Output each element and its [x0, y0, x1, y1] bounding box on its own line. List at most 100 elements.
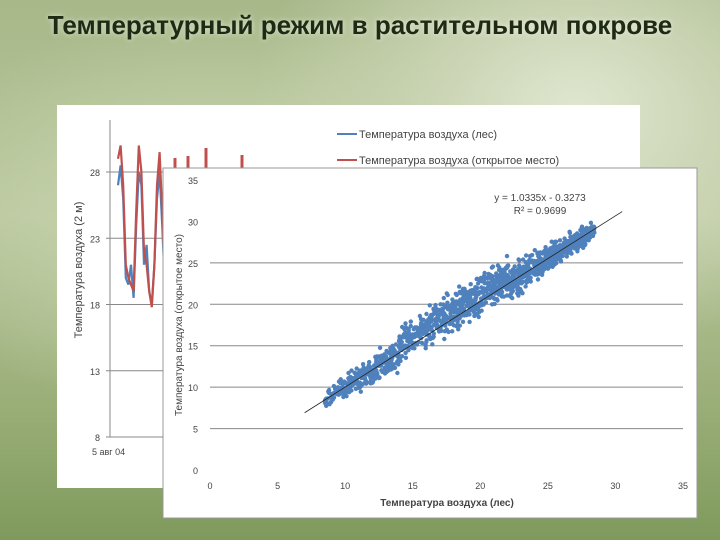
scatter-point: [535, 277, 541, 282]
scatter-point: [346, 370, 351, 376]
scatter-point: [552, 242, 557, 247]
scatter-point: [434, 325, 439, 331]
scatter-point: [454, 307, 459, 312]
scatter-point: [536, 250, 541, 255]
scatter-point: [443, 304, 448, 309]
scatter-point: [498, 269, 503, 274]
scatter-point: [490, 264, 496, 269]
line-chart-xtick: 5 авг 04: [92, 447, 125, 457]
scatter-point: [476, 304, 481, 310]
scatter-ytick: 15: [188, 342, 198, 352]
scatter-point: [442, 336, 447, 342]
scatter-point: [375, 373, 380, 379]
scatter-point: [573, 242, 578, 248]
scatter-point: [531, 268, 536, 273]
line-chart-ytick: 8: [95, 433, 100, 443]
scatter-point: [468, 282, 473, 287]
scatter-point: [537, 266, 542, 271]
scatter-point: [589, 231, 595, 236]
scatter-point: [450, 297, 455, 302]
scatter-point: [490, 283, 495, 288]
scatter-point: [512, 276, 517, 281]
scatter-point: [548, 261, 554, 266]
scatter-point: [564, 254, 569, 259]
scatter-point: [487, 286, 492, 292]
scatter-point: [511, 269, 516, 274]
scatter-point: [581, 245, 586, 250]
scatter-point: [578, 232, 583, 238]
scatter-point: [515, 284, 520, 289]
scatter-xtick: 0: [207, 481, 212, 491]
scatter-xtick: 30: [610, 481, 620, 491]
scatter-points: [322, 220, 597, 408]
scatter-point: [458, 314, 463, 319]
scatter-ytick: 5: [193, 425, 198, 435]
scatter-point: [516, 267, 521, 272]
scatter-point: [415, 326, 420, 331]
scatter-point: [475, 281, 481, 286]
scatter-point: [472, 287, 477, 292]
scatter-point: [433, 316, 438, 322]
scatter-point: [490, 276, 496, 282]
line-chart-ylabel: Температура воздуха (2 м): [73, 202, 85, 339]
scatter-point: [525, 266, 530, 271]
scatter-point: [520, 266, 525, 272]
scatter-point: [451, 310, 456, 315]
scatter-point: [534, 270, 540, 275]
scatter-point: [549, 239, 554, 244]
scatter-point: [427, 321, 432, 327]
scatter-point: [518, 288, 524, 293]
scatter-point: [538, 271, 543, 276]
scatter-point: [474, 276, 479, 282]
scatter-point: [328, 400, 333, 405]
scatter-point: [474, 294, 479, 299]
scatter-point: [450, 301, 455, 306]
scatter-point: [562, 240, 567, 245]
scatter-point: [412, 346, 417, 351]
scatter-point: [519, 281, 524, 286]
scatter-point: [431, 334, 436, 339]
scatter-point: [397, 337, 402, 342]
scatter-ytick: 10: [188, 383, 198, 393]
scatter-point: [542, 249, 547, 255]
scatter-point: [336, 392, 341, 397]
scatter-point: [465, 301, 470, 306]
line-chart-ytick: 13: [90, 367, 100, 377]
scatter-point: [383, 354, 389, 359]
scatter-point: [528, 278, 533, 284]
scatter-point: [467, 319, 472, 325]
scatter-point: [436, 307, 441, 313]
scatter-point: [584, 235, 589, 240]
scatter-point: [478, 300, 483, 305]
scatter-point: [542, 267, 547, 272]
scatter-point: [492, 296, 497, 301]
scatter-point: [557, 238, 563, 243]
scatter-point: [506, 275, 512, 280]
scatter-point: [384, 369, 389, 375]
scatter-point: [401, 335, 406, 340]
scatter-point: [427, 303, 432, 308]
scatter-point: [461, 290, 466, 295]
scatter-point: [406, 327, 411, 332]
scatter-point: [351, 381, 356, 387]
scatter-point: [331, 390, 336, 396]
scatter-point: [457, 302, 463, 308]
scatter-xtick: 20: [475, 481, 485, 491]
scatter-point: [482, 270, 487, 276]
scatter-point: [446, 329, 451, 335]
scatter-point: [529, 252, 535, 258]
scatter-point: [460, 319, 466, 324]
scatter-point: [479, 308, 484, 313]
scatter-point: [454, 323, 459, 329]
scatter-ylabel: Температура воздуха (открытое место): [174, 234, 185, 416]
scatter-point: [548, 250, 553, 255]
scatter-point: [568, 250, 574, 256]
scatter-point: [495, 263, 501, 268]
scatter-point: [340, 380, 346, 385]
scatter-point: [367, 359, 372, 365]
scatter-xlabel: Температура воздуха (лес): [380, 498, 514, 509]
scatter-chart-panel: [162, 167, 698, 519]
scatter-point: [438, 318, 443, 324]
scatter-point: [558, 243, 563, 249]
